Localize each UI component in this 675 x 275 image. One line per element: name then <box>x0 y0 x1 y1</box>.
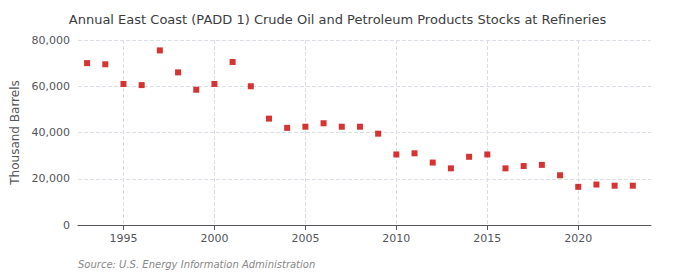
svg-text:1995: 1995 <box>109 232 137 245</box>
svg-text:2005: 2005 <box>291 232 319 245</box>
svg-text:Annual East Coast (PADD 1) Cru: Annual East Coast (PADD 1) Crude Oil and… <box>69 12 607 27</box>
svg-text:2000: 2000 <box>200 232 228 245</box>
svg-text:40,000: 40,000 <box>32 126 71 139</box>
svg-text:20,000: 20,000 <box>32 172 71 185</box>
svg-text:2010: 2010 <box>382 232 410 245</box>
svg-text:2020: 2020 <box>564 232 592 245</box>
svg-text:Thousand Barrels: Thousand Barrels <box>8 80 22 185</box>
svg-text:80,000: 80,000 <box>32 34 71 47</box>
svg-text:Source: U.S. Energy Informatio: Source: U.S. Energy Information Administ… <box>78 259 315 270</box>
svg-text:0: 0 <box>63 219 70 232</box>
svg-text:60,000: 60,000 <box>32 80 71 93</box>
svg-text:2015: 2015 <box>473 232 501 245</box>
